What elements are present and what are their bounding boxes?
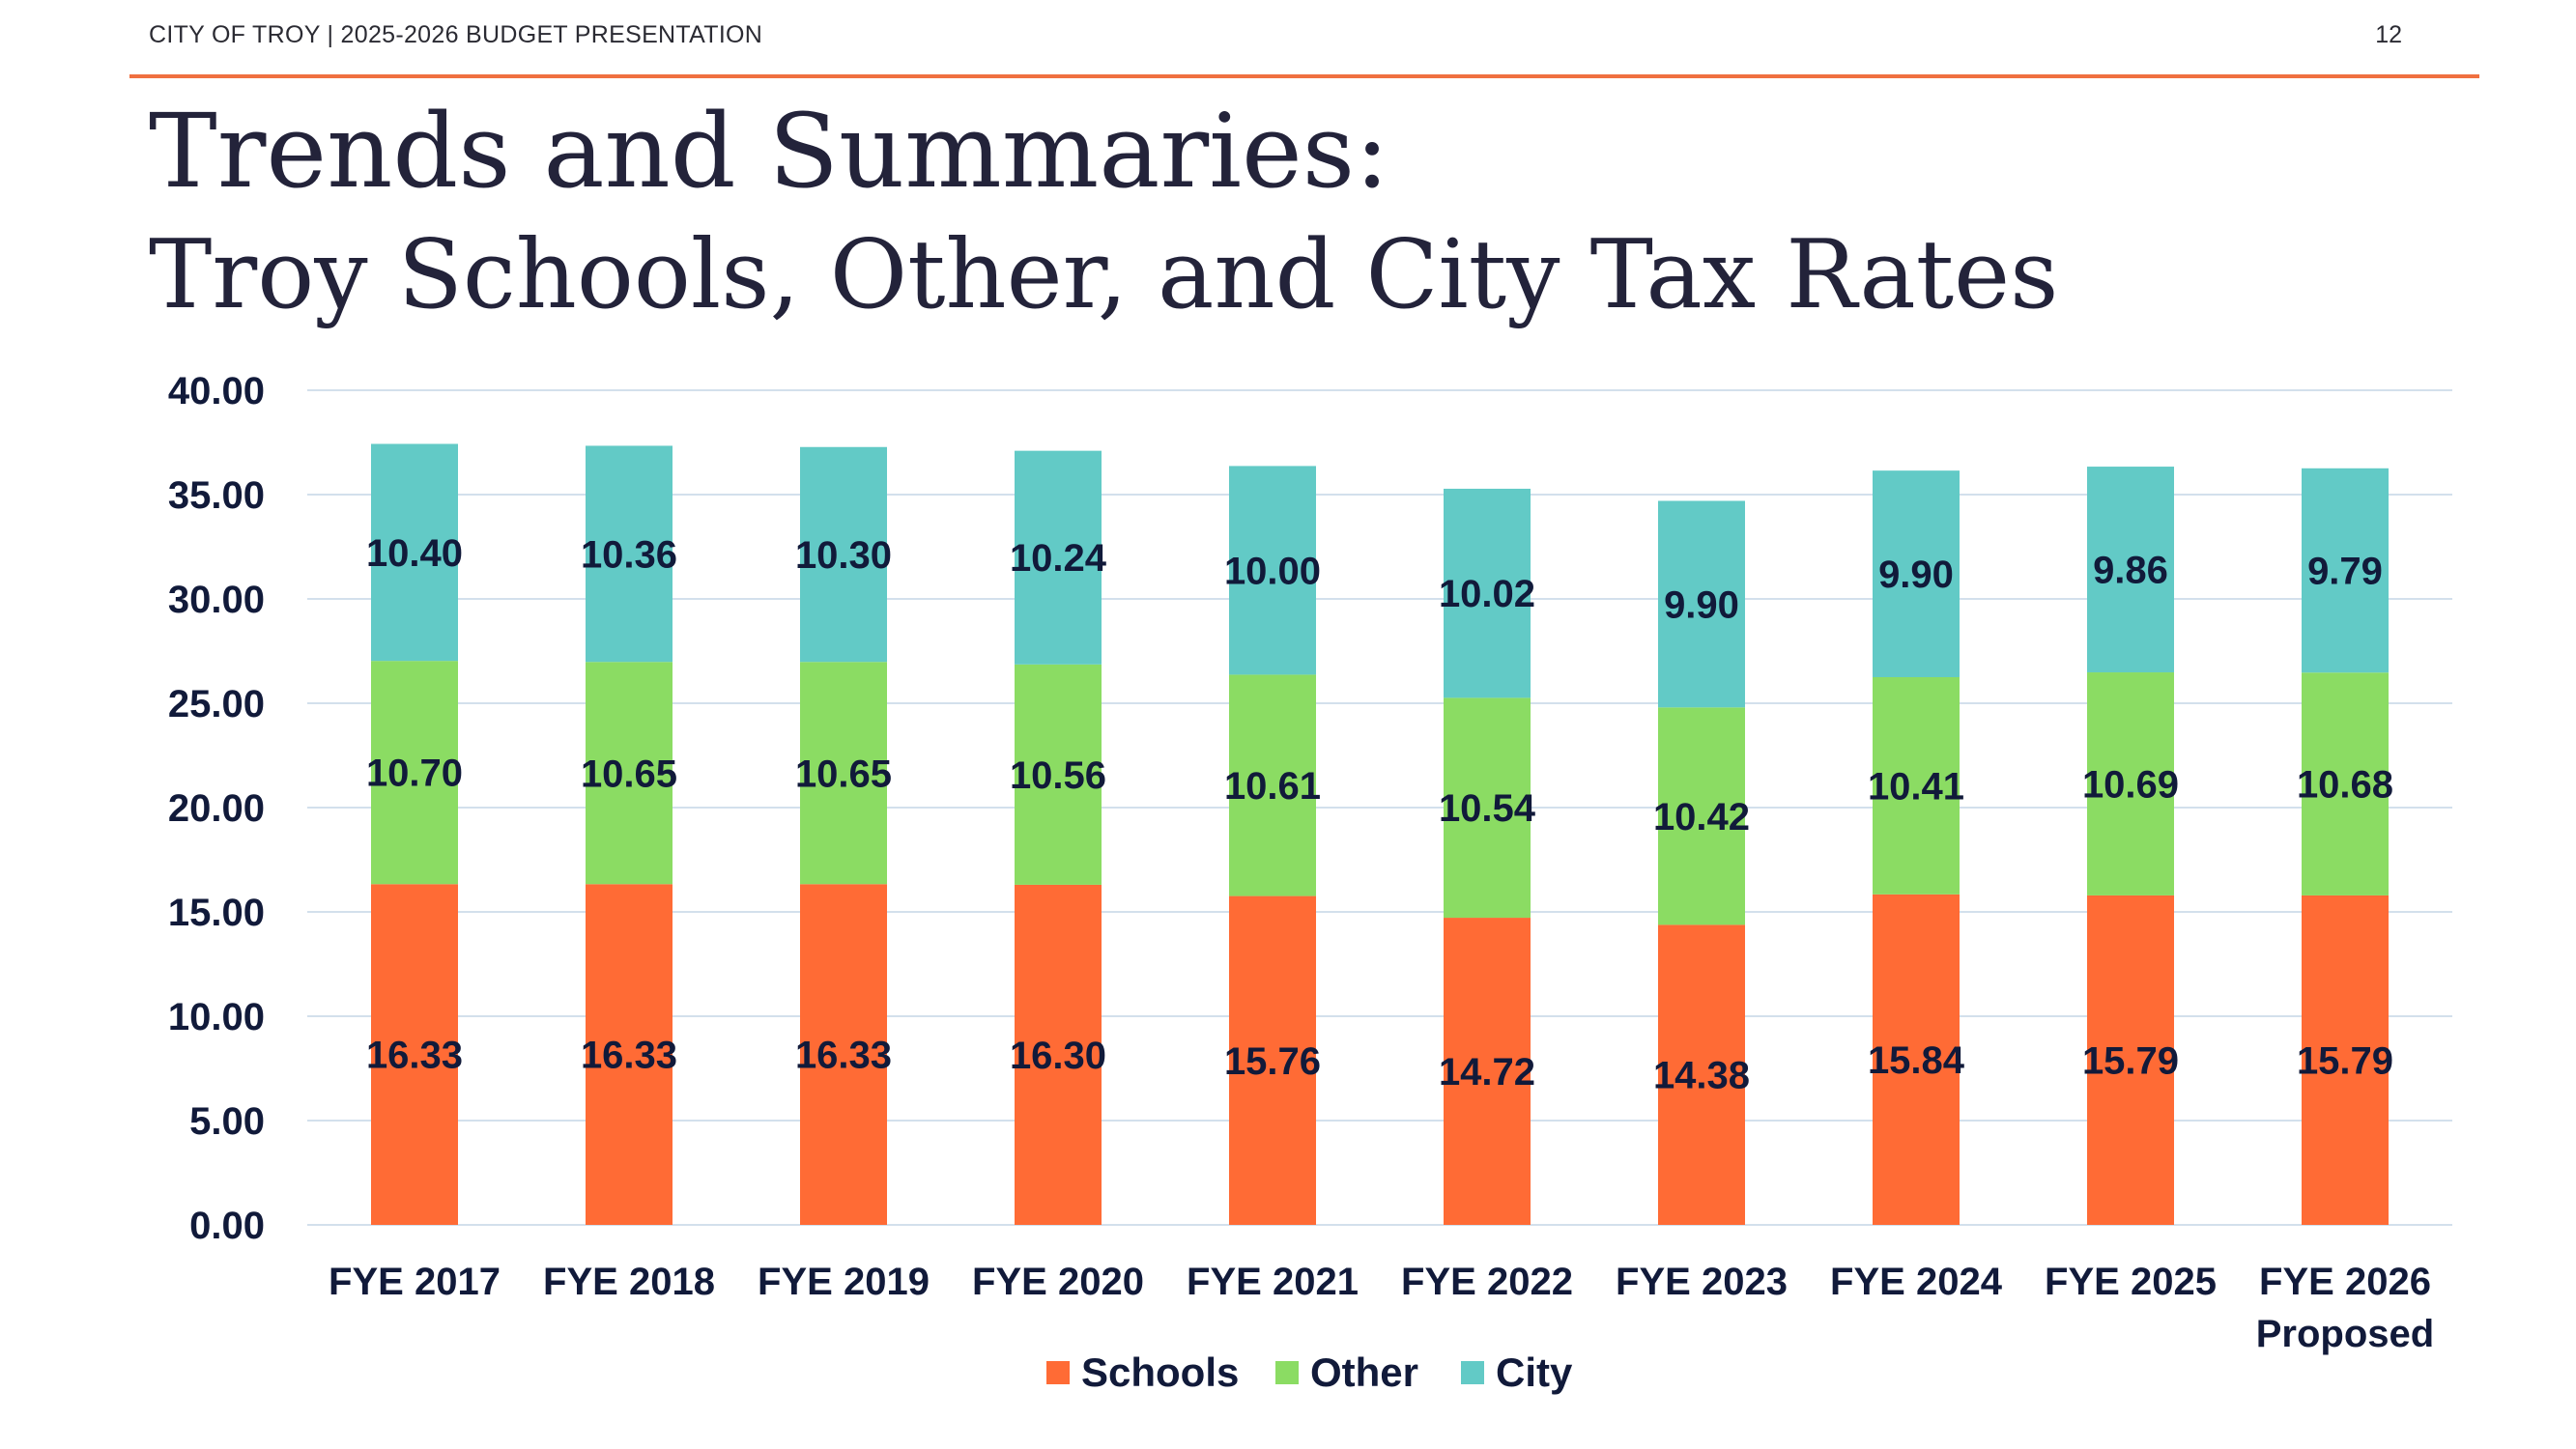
bar-city: [1658, 500, 1745, 708]
bar-city: [1873, 470, 1960, 677]
bar-city: [1444, 488, 1531, 698]
bar-other: [1444, 697, 1531, 919]
legend-swatch-other: [1275, 1361, 1299, 1384]
legend-swatch-city: [1461, 1361, 1484, 1384]
data-label-other: 10.54: [1439, 787, 1536, 830]
slide-title: Trends and Summaries:: [149, 92, 1389, 211]
y-tick-label: 10.00: [168, 996, 265, 1038]
data-label-schools: 14.38: [1653, 1055, 1750, 1097]
page-number: 12: [2375, 21, 2402, 48]
bars: [371, 443, 2389, 1225]
data-label-other: 10.41: [1868, 765, 1964, 808]
data-label-schools: 15.76: [1224, 1040, 1321, 1083]
bar-schools: [2087, 895, 2174, 1225]
bar-city: [1229, 466, 1316, 675]
y-tick-label: 20.00: [168, 787, 265, 830]
data-label-schools: 15.79: [2082, 1039, 2179, 1082]
data-label-other: 10.69: [2082, 763, 2179, 806]
x-axis-ticks: FYE 2017 FYE 2018 FYE 2019 FYE 2020 FYE 2021…: [329, 1261, 2434, 1355]
bar-other: [371, 661, 458, 885]
bar-other: [2087, 672, 2174, 895]
bar-schools: [1873, 894, 1960, 1225]
data-label-schools: 15.79: [2297, 1039, 2393, 1082]
x-tick-label: FYE 2026: [2259, 1261, 2431, 1303]
data-label-other: 10.42: [1653, 796, 1750, 838]
data-label-city: 10.36: [581, 533, 677, 576]
bar-city: [800, 446, 887, 663]
y-tick-label: 25.00: [168, 683, 265, 725]
data-label-city: 9.90: [1664, 583, 1739, 626]
y-axis-ticks: 0.00 5.00 10.00 15.00 20.00 25.00 30.00 35.00 40…: [168, 370, 265, 1247]
y-tick-label: 0.00: [189, 1205, 265, 1247]
data-label-other: 10.65: [795, 753, 892, 795]
header-text: CITY OF TROY | 2025-2026 BUDGET PRESENTA…: [149, 21, 763, 48]
data-labels: 16.33 10.70 10.40 16.33 10.65 10.36 16.33 10.65…: [366, 532, 2393, 1097]
bar-city: [371, 443, 458, 662]
bar-schools: [2302, 895, 2389, 1225]
x-tick-label: FYE 2020: [972, 1261, 1144, 1303]
x-tick-label: Proposed: [2256, 1313, 2434, 1355]
bar-other: [2302, 672, 2389, 895]
data-label-city: 10.40: [366, 532, 463, 575]
header-rule: [129, 74, 2479, 78]
data-label-schools: 16.33: [366, 1035, 463, 1077]
data-label-city: 10.02: [1439, 573, 1535, 615]
bar-other: [1229, 674, 1316, 896]
x-tick-label: FYE 2018: [543, 1261, 715, 1303]
bar-schools: [1444, 918, 1531, 1225]
bar-city: [1015, 450, 1102, 665]
legend-label-schools: Schools: [1081, 1350, 1239, 1395]
bar-city: [2087, 467, 2174, 673]
bar-other: [1015, 664, 1102, 885]
data-label-other: 10.65: [581, 753, 677, 795]
bar-schools: [1658, 924, 1745, 1225]
data-label-city: 9.86: [2093, 550, 2168, 592]
x-tick-label: FYE 2023: [1616, 1261, 1788, 1303]
x-tick-label: FYE 2025: [2045, 1261, 2217, 1303]
x-tick-label: FYE 2021: [1187, 1261, 1359, 1303]
legend-swatch-schools: [1046, 1361, 1070, 1384]
data-label-city: 10.24: [1010, 537, 1107, 580]
data-label-other: 10.56: [1010, 754, 1106, 797]
bar-other: [1873, 677, 1960, 895]
data-label-schools: 16.33: [795, 1035, 892, 1077]
data-label-city: 10.30: [795, 534, 892, 577]
data-label-city: 9.90: [1878, 554, 1954, 596]
stacked-bar-chart: 0.00 5.00 10.00 15.00 20.00 25.00 30.00 35.00 40…: [168, 370, 2452, 1395]
bar-other: [586, 662, 673, 885]
y-tick-label: 40.00: [168, 370, 265, 412]
x-tick-label: FYE 2019: [758, 1261, 930, 1303]
x-tick-label: FYE 2017: [329, 1261, 501, 1303]
bar-other: [1658, 707, 1745, 925]
bar-city: [2302, 468, 2389, 673]
y-tick-label: 30.00: [168, 579, 265, 621]
data-label-schools: 16.33: [581, 1035, 677, 1077]
data-label-other: 10.70: [366, 753, 463, 795]
data-label-other: 10.61: [1224, 765, 1321, 808]
data-label-schools: 15.84: [1868, 1039, 1965, 1082]
bar-schools: [586, 884, 673, 1225]
bar-schools: [1229, 895, 1316, 1225]
x-tick-label: FYE 2022: [1401, 1261, 1573, 1303]
slide-subtitle: Troy Schools, Other, and City Tax Rates: [149, 220, 2059, 330]
bar-schools: [800, 884, 887, 1225]
data-label-city: 9.79: [2307, 551, 2383, 593]
bar-other: [800, 662, 887, 885]
legend-label-other: Other: [1310, 1350, 1418, 1395]
data-label-schools: 14.72: [1439, 1051, 1535, 1094]
y-tick-label: 5.00: [189, 1100, 265, 1143]
y-tick-label: 15.00: [168, 892, 265, 934]
y-tick-label: 35.00: [168, 474, 265, 517]
data-label-schools: 16.30: [1010, 1035, 1106, 1077]
data-label-other: 10.68: [2297, 764, 2393, 807]
legend: Schools Other City: [1046, 1350, 1573, 1395]
x-tick-label: FYE 2024: [1830, 1261, 2003, 1303]
legend-label-city: City: [1496, 1350, 1573, 1395]
data-label-city: 10.00: [1224, 550, 1321, 592]
bar-city: [586, 445, 673, 663]
bar-schools: [1015, 884, 1102, 1225]
bar-schools: [371, 884, 458, 1225]
